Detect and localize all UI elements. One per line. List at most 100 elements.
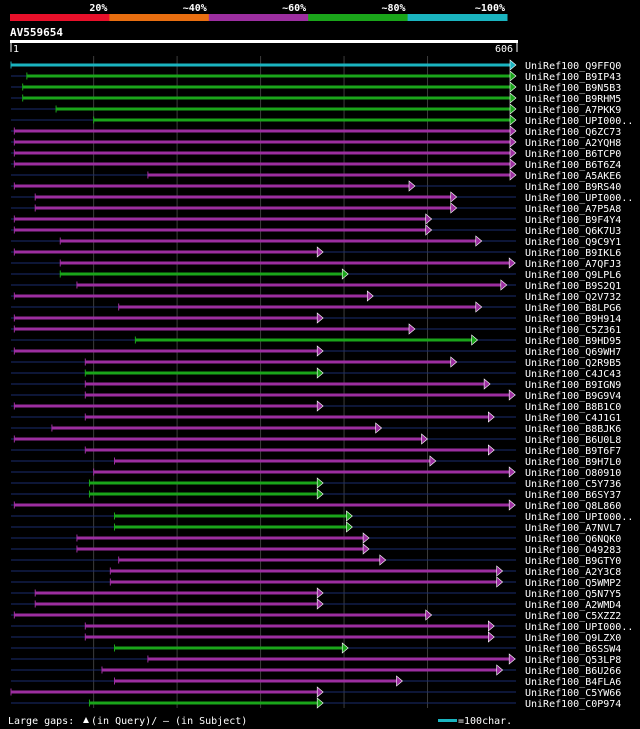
hit-label[interactable]: UniRef100_B9H914 bbox=[525, 314, 621, 325]
hit-label[interactable]: UniRef100_Q5WMP2 bbox=[525, 578, 621, 589]
hit-label[interactable]: UniRef100_UPI000.. bbox=[525, 193, 633, 204]
hit-bar[interactable] bbox=[85, 393, 511, 397]
hit-bar[interactable] bbox=[101, 668, 498, 672]
hit-label[interactable]: UniRef100_C4JC43 bbox=[525, 369, 621, 380]
hit-row[interactable]: UniRef100_Q69WH7 bbox=[11, 345, 621, 358]
hit-bar[interactable] bbox=[76, 283, 502, 287]
hit-bar[interactable] bbox=[14, 184, 411, 188]
hit-bar[interactable] bbox=[135, 338, 473, 342]
hit-bar[interactable] bbox=[14, 228, 427, 232]
hit-row[interactable]: UniRef100_B6SSW4 bbox=[11, 642, 621, 655]
hit-row[interactable]: UniRef100_Q6NQK0 bbox=[11, 532, 621, 545]
hit-row[interactable]: UniRef100_B9F4Y4 bbox=[11, 213, 621, 226]
hit-label[interactable]: UniRef100_Q8L860 bbox=[525, 501, 621, 512]
hit-row[interactable]: UniRef100_B9G9V4 bbox=[11, 389, 621, 402]
hit-row[interactable]: UniRef100_Q6K7U3 bbox=[11, 224, 621, 237]
hit-row[interactable]: UniRef100_B6U0L8 bbox=[11, 433, 621, 446]
hit-bar[interactable] bbox=[85, 415, 490, 419]
hit-row[interactable]: UniRef100_A7PKK9 bbox=[11, 103, 621, 116]
hit-label[interactable]: UniRef100_Q2R9B5 bbox=[525, 358, 621, 369]
hit-row[interactable]: UniRef100_A2Y3C8 bbox=[11, 565, 621, 578]
hit-label[interactable]: UniRef100_B6T6Z4 bbox=[525, 160, 621, 171]
hit-bar[interactable] bbox=[93, 118, 512, 122]
hit-label[interactable]: UniRef100_B8BJK6 bbox=[525, 424, 621, 435]
hit-row[interactable]: UniRef100_Q9LZX0 bbox=[11, 631, 621, 644]
hit-label[interactable]: UniRef100_Q9LZX0 bbox=[525, 633, 621, 644]
hit-row[interactable]: UniRef100_UPI000.. bbox=[11, 191, 633, 204]
hit-bar[interactable] bbox=[35, 195, 452, 199]
hit-row[interactable]: UniRef100_B9N5B3 bbox=[11, 81, 621, 94]
hit-row[interactable]: UniRef100_O80910 bbox=[11, 466, 621, 479]
hit-row[interactable]: UniRef100_Q2V732 bbox=[11, 290, 621, 303]
hit-bar[interactable] bbox=[11, 690, 319, 694]
hit-label[interactable]: UniRef100_B6U0L8 bbox=[525, 435, 621, 446]
hit-bar[interactable] bbox=[22, 85, 512, 89]
hit-label[interactable]: UniRef100_B9S2Q1 bbox=[525, 281, 621, 292]
hit-label[interactable]: UniRef100_Q6NQK0 bbox=[525, 534, 621, 545]
hit-row[interactable]: UniRef100_A2YQH8 bbox=[11, 136, 621, 149]
hit-row[interactable]: UniRef100_B9H914 bbox=[11, 312, 621, 325]
hit-bar[interactable] bbox=[11, 63, 511, 67]
hit-bar[interactable] bbox=[35, 591, 319, 595]
hit-row[interactable]: UniRef100_B9RHM5 bbox=[11, 92, 621, 105]
hit-label[interactable]: UniRef100_B6U266 bbox=[525, 666, 621, 677]
hit-label[interactable]: UniRef100_O80910 bbox=[525, 468, 621, 479]
hit-label[interactable]: UniRef100_Q9FFQ0 bbox=[525, 61, 621, 72]
hit-label[interactable]: UniRef100_A2WMD4 bbox=[525, 600, 621, 611]
hit-row[interactable]: UniRef100_Q2R9B5 bbox=[11, 356, 621, 369]
hit-bar[interactable] bbox=[35, 206, 452, 210]
hit-bar[interactable] bbox=[114, 646, 344, 650]
hit-bar[interactable] bbox=[56, 107, 512, 111]
hit-bar[interactable] bbox=[147, 173, 511, 177]
hit-bar[interactable] bbox=[22, 96, 512, 100]
hit-label[interactable]: UniRef100_UPI000.. bbox=[525, 622, 633, 633]
hit-bar[interactable] bbox=[85, 360, 452, 364]
hit-row[interactable]: UniRef100_Q5WMP2 bbox=[11, 576, 621, 589]
hit-bar[interactable] bbox=[14, 151, 512, 155]
hit-label[interactable]: UniRef100_Q2V732 bbox=[525, 292, 621, 303]
hit-bar[interactable] bbox=[14, 316, 319, 320]
hit-label[interactable]: UniRef100_B4FLA6 bbox=[525, 677, 621, 688]
hit-row[interactable]: UniRef100_A7P5A8 bbox=[11, 202, 621, 215]
hit-row[interactable]: UniRef100_A5AKE6 bbox=[11, 169, 621, 182]
hit-label[interactable]: UniRef100_B9GTY0 bbox=[525, 556, 621, 567]
hit-row[interactable]: UniRef100_UPI000.. bbox=[11, 510, 633, 523]
hit-row[interactable]: UniRef100_B9H7L0 bbox=[11, 455, 621, 468]
hit-bar[interactable] bbox=[14, 294, 369, 298]
hit-row[interactable]: UniRef100_Q9LPL6 bbox=[11, 268, 621, 281]
hit-bar[interactable] bbox=[35, 602, 319, 606]
hit-bar[interactable] bbox=[110, 569, 498, 573]
hit-bar[interactable] bbox=[14, 140, 512, 144]
hit-row[interactable]: UniRef100_UPI000.. bbox=[11, 114, 633, 127]
hit-bar[interactable] bbox=[110, 580, 498, 584]
hit-bar[interactable] bbox=[60, 272, 344, 276]
hit-bar[interactable] bbox=[14, 503, 511, 507]
hit-label[interactable]: UniRef100_Q6ZC73 bbox=[525, 127, 621, 138]
hit-label[interactable]: UniRef100_A2YQH8 bbox=[525, 138, 621, 149]
hit-row[interactable]: UniRef100_C0P974 bbox=[11, 697, 621, 710]
hit-row[interactable]: UniRef100_A2WMD4 bbox=[11, 598, 621, 611]
hit-row[interactable]: UniRef100_B6TCP0 bbox=[11, 147, 621, 160]
hit-label[interactable]: UniRef100_B8LPG6 bbox=[525, 303, 621, 314]
hit-label[interactable]: UniRef100_B9F4Y4 bbox=[525, 215, 621, 226]
hit-row[interactable]: UniRef100_B6SY37 bbox=[11, 488, 621, 501]
hit-row[interactable]: UniRef100_B9GTY0 bbox=[11, 554, 621, 567]
hit-label[interactable]: UniRef100_C5Z361 bbox=[525, 325, 621, 336]
hit-label[interactable]: UniRef100_C0P974 bbox=[525, 699, 621, 710]
hit-row[interactable]: UniRef100_B8LPG6 bbox=[11, 301, 621, 314]
hit-bar[interactable] bbox=[85, 382, 486, 386]
hit-row[interactable]: UniRef100_Q8L860 bbox=[11, 499, 621, 512]
hit-row[interactable]: UniRef100_B9S2Q1 bbox=[11, 279, 621, 292]
hit-bar[interactable] bbox=[147, 657, 511, 661]
hit-row[interactable]: UniRef100_B6T6Z4 bbox=[11, 158, 621, 171]
hit-row[interactable]: UniRef100_Q9C9Y1 bbox=[11, 235, 621, 248]
hit-label[interactable]: UniRef100_Q9LPL6 bbox=[525, 270, 621, 281]
hit-label[interactable]: UniRef100_UPI000.. bbox=[525, 116, 633, 127]
hit-row[interactable]: UniRef100_O49283 bbox=[11, 543, 621, 556]
hit-bar[interactable] bbox=[114, 459, 431, 463]
hit-label[interactable]: UniRef100_B9RHM5 bbox=[525, 94, 621, 105]
hit-bar[interactable] bbox=[76, 536, 365, 540]
hit-bar[interactable] bbox=[14, 129, 512, 133]
hit-label[interactable]: UniRef100_A7PKK9 bbox=[525, 105, 621, 116]
hit-bar[interactable] bbox=[14, 250, 319, 254]
